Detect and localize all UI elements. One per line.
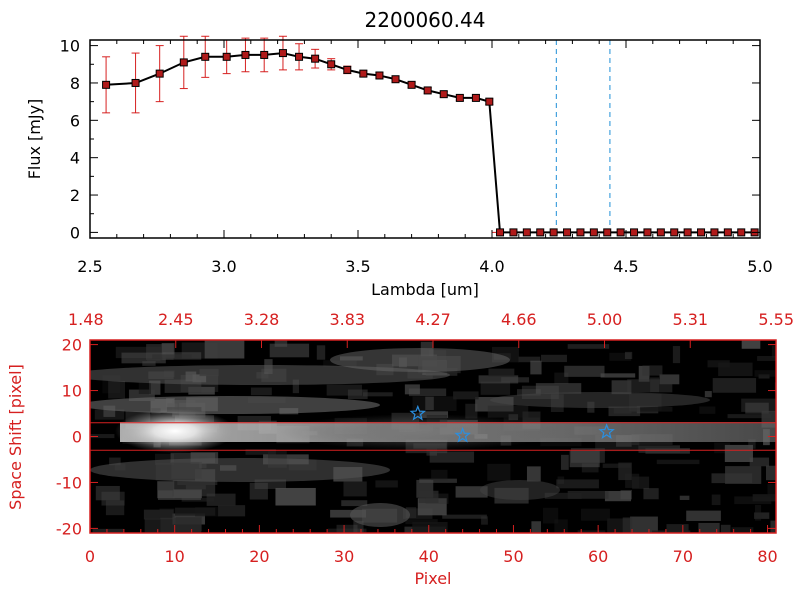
image-top-tick-label: 3.83 xyxy=(329,310,365,329)
spectrum-y-ticks: 0 2 4 6 8 10 xyxy=(60,37,760,242)
data-point xyxy=(155,69,164,78)
y-tick-label: 6 xyxy=(70,111,80,130)
image-x-tick-label: 10 xyxy=(165,547,185,566)
data-point xyxy=(656,228,665,237)
data-point xyxy=(471,93,480,102)
data-point xyxy=(683,228,692,237)
data-point xyxy=(723,228,732,237)
image-heatmap xyxy=(90,340,776,533)
image-top-tick-label: 1.48 xyxy=(68,310,104,329)
image-x-tick-label: 30 xyxy=(334,547,354,566)
image-x-tick-label: 70 xyxy=(673,547,693,566)
data-point xyxy=(439,90,448,99)
image-top-tick-label: 5.00 xyxy=(587,310,623,329)
chart-title: 2200060.44 xyxy=(365,8,486,32)
data-point xyxy=(536,228,545,237)
spectrum-x-axis-label: Lambda [um] xyxy=(371,280,479,299)
image-x-tick-label: 0 xyxy=(85,547,95,566)
x-tick-label: 3.0 xyxy=(211,257,236,276)
star-marker xyxy=(598,423,615,439)
series-line xyxy=(106,52,755,234)
data-point xyxy=(643,228,652,237)
image-x-tick-label: 80 xyxy=(757,547,777,566)
image-x-tick-label: 20 xyxy=(249,547,269,566)
x-tick-label: 2.5 xyxy=(77,257,102,276)
image-y-tick-label: -20 xyxy=(56,519,82,538)
star-marker xyxy=(409,404,426,421)
data-point xyxy=(455,93,464,102)
y-tick-label: 8 xyxy=(70,74,80,93)
data-point xyxy=(375,71,384,80)
data-point xyxy=(485,97,494,106)
data-point xyxy=(603,228,612,237)
image-y-ticks: -20 -10 0 10 20 xyxy=(56,336,776,538)
data-point xyxy=(509,228,518,237)
image-x-tick-label: 50 xyxy=(503,547,523,566)
data-point xyxy=(522,228,531,237)
data-point xyxy=(179,58,188,67)
data-point xyxy=(737,228,746,237)
data-point xyxy=(278,49,287,58)
star-marker xyxy=(454,426,471,443)
data-point xyxy=(131,78,140,87)
y-tick-label: 4 xyxy=(70,149,80,168)
data-point xyxy=(201,52,210,61)
spectrum-y-axis-label: Flux [mJy] xyxy=(25,99,44,180)
x-tick-label: 4.5 xyxy=(613,257,638,276)
y-tick-label: 2 xyxy=(70,186,80,205)
data-point xyxy=(343,65,352,74)
data-point xyxy=(670,228,679,237)
data-point xyxy=(102,80,111,89)
data-point xyxy=(549,228,558,237)
image-x-tick-label: 40 xyxy=(419,547,439,566)
image-top-tick-label: 4.66 xyxy=(501,310,537,329)
data-point xyxy=(295,52,304,61)
data-point xyxy=(241,50,250,59)
image-y-axis-label: Space Shift [pixel] xyxy=(6,364,25,510)
data-point xyxy=(710,228,719,237)
source-markers xyxy=(409,404,615,443)
x-tick-label: 4.0 xyxy=(479,257,504,276)
image-y-tick-label: -10 xyxy=(56,473,82,492)
data-point xyxy=(576,228,585,237)
data-point xyxy=(616,228,625,237)
data-point xyxy=(496,228,505,237)
data-point xyxy=(391,75,400,84)
image-x-tick-label: 60 xyxy=(588,547,608,566)
image-x-axis-label: Pixel xyxy=(414,569,451,588)
image-top-tick-label: 2.45 xyxy=(158,310,194,329)
data-point xyxy=(359,69,368,78)
image-top-tick-label: 4.27 xyxy=(415,310,451,329)
spectrum-panel: 2200060.44 2.5 3.0 3.5 4.0 4.5 5.0 0 2 4 6 8 10 La… xyxy=(25,8,773,299)
extraction-band xyxy=(90,422,776,451)
image-top-tick-label: 5.31 xyxy=(672,310,708,329)
data-point xyxy=(589,228,598,237)
data-point xyxy=(260,50,269,59)
data-point xyxy=(563,228,572,237)
x-tick-label: 3.5 xyxy=(345,257,370,276)
data-point xyxy=(630,228,639,237)
y-tick-label: 10 xyxy=(60,37,80,56)
image-x-ticks: 0 10 20 30 40 50 60 70 80 xyxy=(85,525,778,566)
data-point xyxy=(311,54,320,63)
image-top-tick-label: 5.55 xyxy=(758,310,794,329)
x-tick-label: 5.0 xyxy=(747,257,772,276)
image-top-tick-label: 3.28 xyxy=(244,310,280,329)
spectrum-x-ticks: 2.5 3.0 3.5 4.0 4.5 5.0 xyxy=(77,40,773,276)
spectrum-frame xyxy=(89,39,761,239)
image-top-ticks: 1.48 2.45 3.28 3.83 4.27 4.66 5.00 5.31 5.55 xyxy=(68,310,794,348)
image-panel: 0 10 20 30 40 50 60 70 80 -20 -10 0 10 20 1.48 2.45 3.… xyxy=(6,310,794,588)
data-point xyxy=(222,52,231,61)
data-point xyxy=(423,86,432,95)
image-y-tick-label: 10 xyxy=(62,382,82,401)
data-point xyxy=(327,60,336,69)
spectrum-plot-area xyxy=(102,35,760,238)
data-point xyxy=(407,80,416,89)
image-y-tick-label: 0 xyxy=(72,428,82,447)
image-y-tick-label: 20 xyxy=(62,336,82,355)
data-point xyxy=(697,228,706,237)
y-tick-label: 0 xyxy=(70,223,80,242)
